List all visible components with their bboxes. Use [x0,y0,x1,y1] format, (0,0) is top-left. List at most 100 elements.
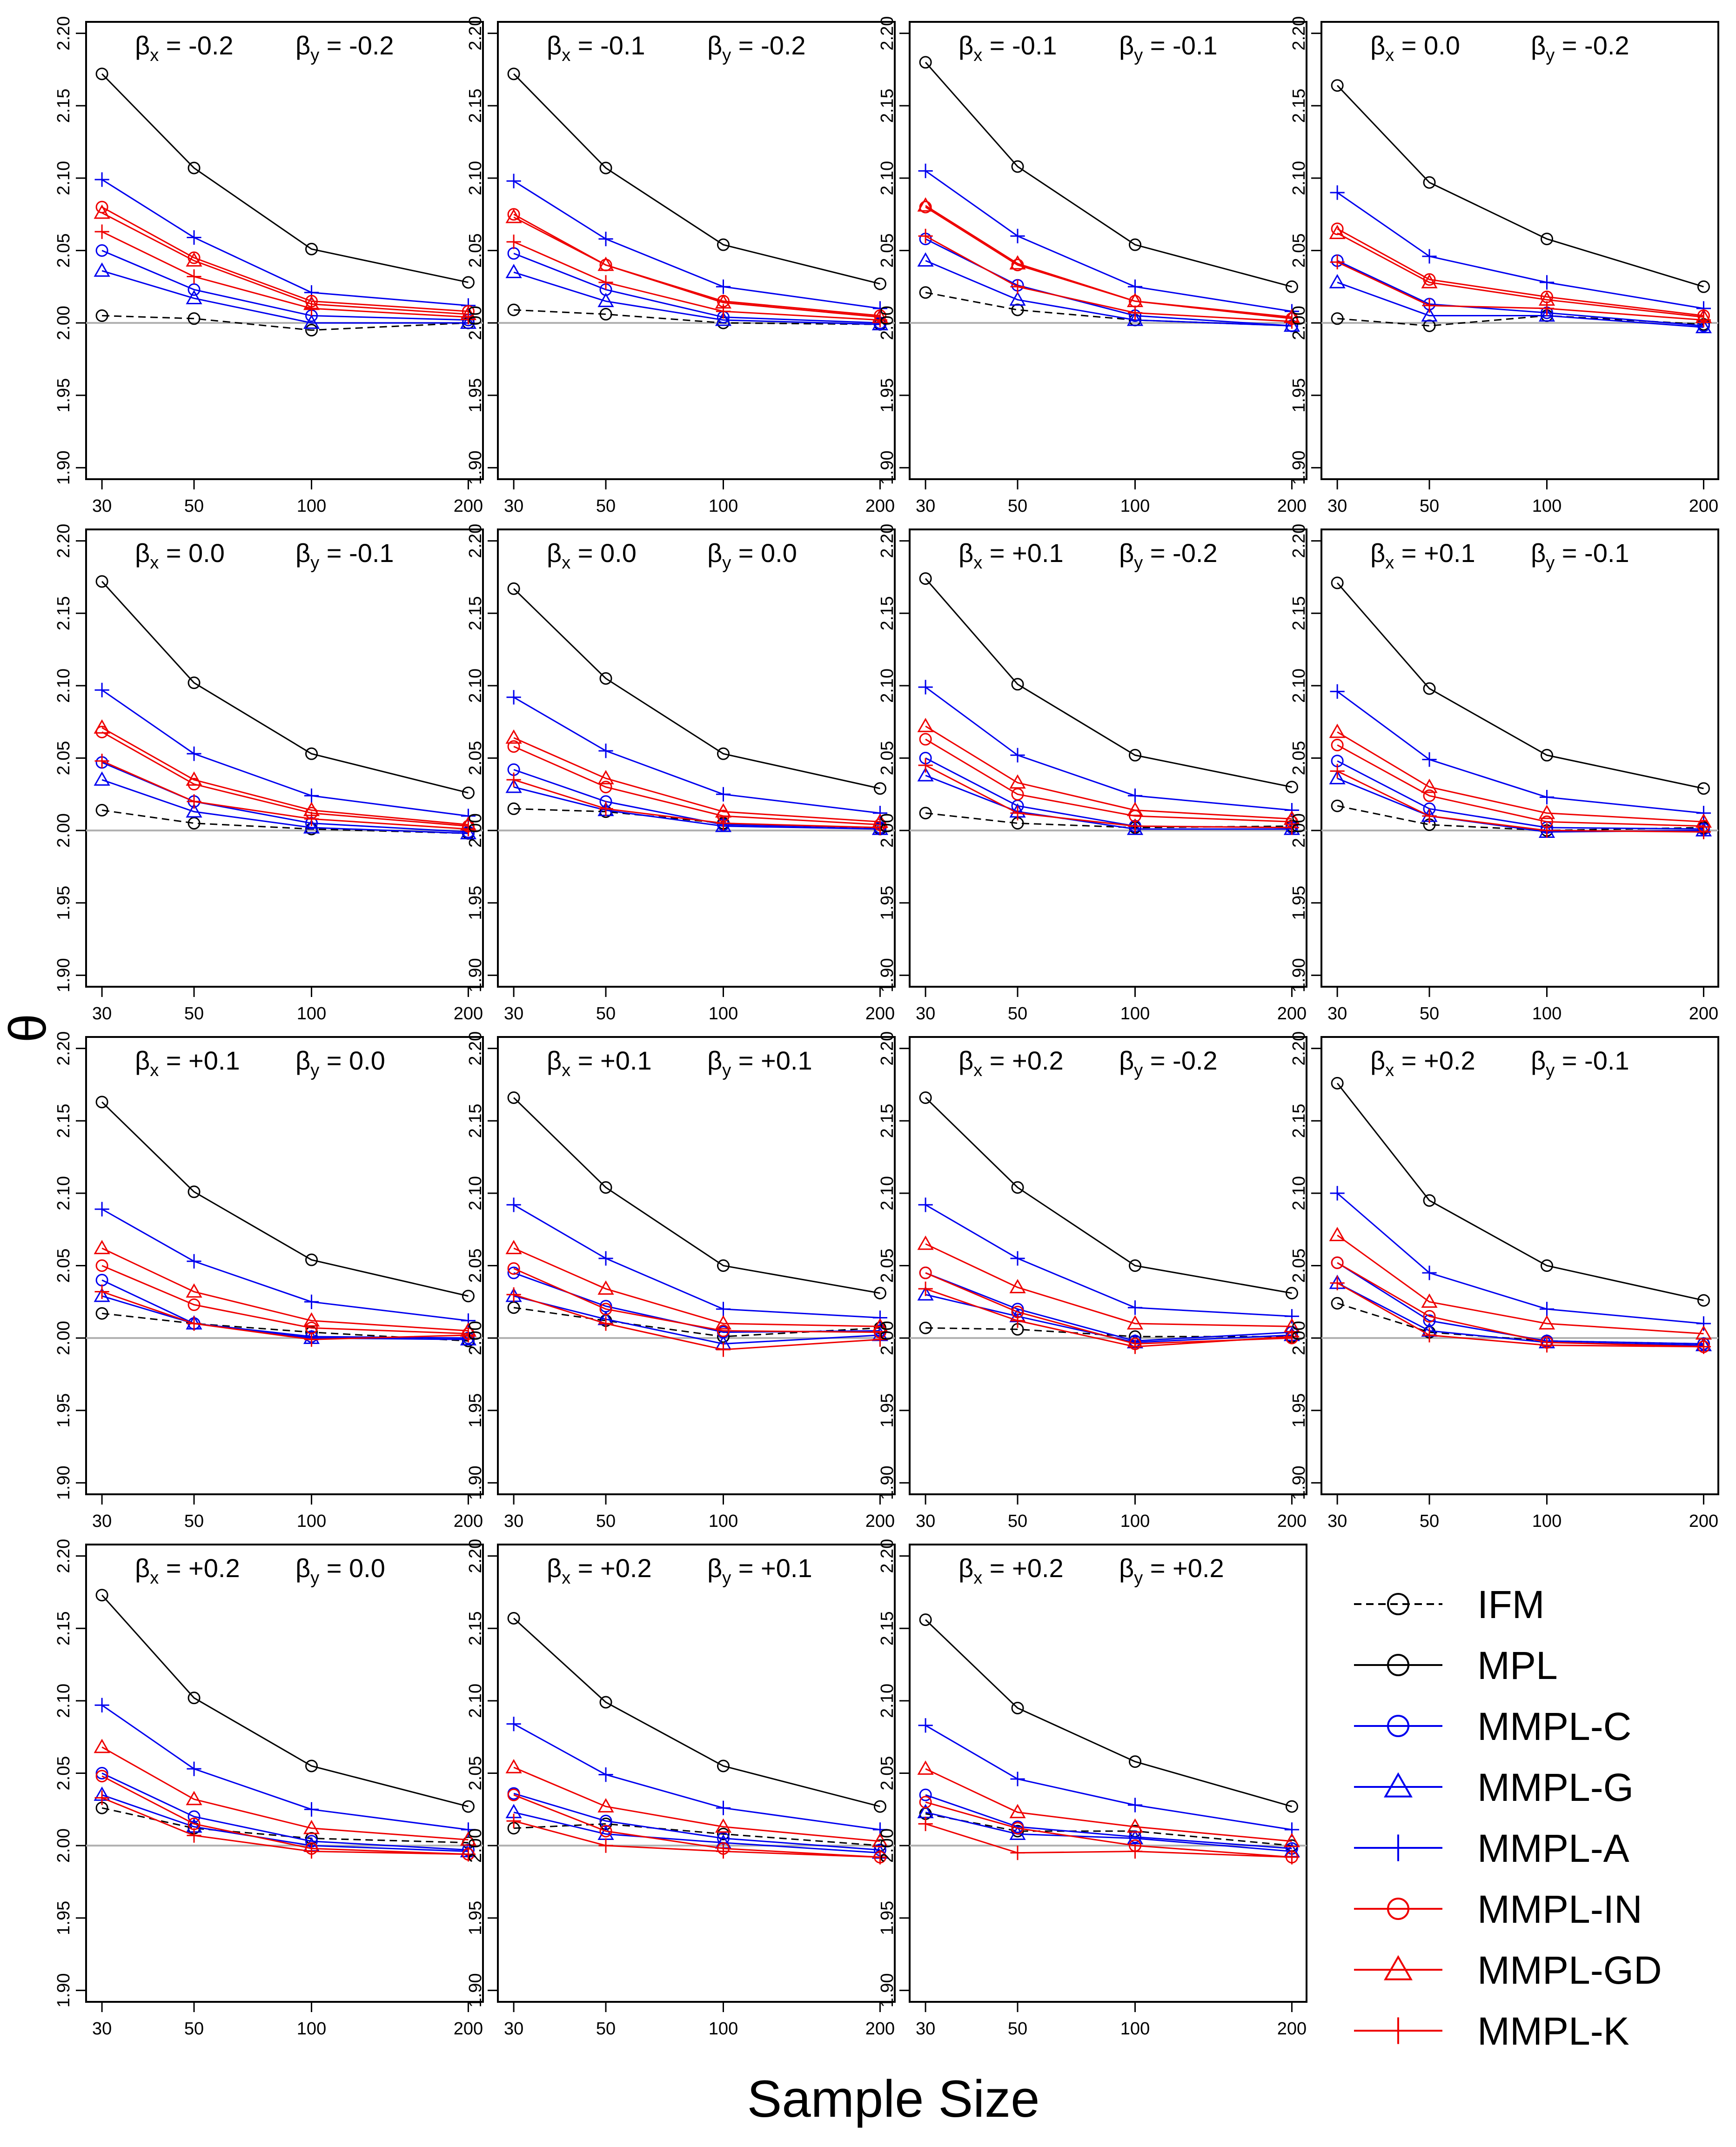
beta-y-value: = -0.2 [1143,538,1217,568]
legend-marker [1387,1593,1409,1615]
data-point [1129,1259,1142,1272]
data-point [717,747,730,760]
series-line [513,1097,880,1294]
y-tick-label: 2.15 [466,596,485,630]
x-tick-label: 200 [1689,1512,1718,1531]
y-tick-label: 2.10 [54,1684,74,1718]
x-tick-label: 100 [709,2019,738,2039]
series-line [514,309,880,325]
data-point [94,1284,109,1299]
data-point [505,1759,522,1773]
data-point [1330,763,1345,779]
series-line [101,206,469,312]
data-point [186,1791,202,1806]
data-point [1284,314,1300,329]
beta-y-sub: y [722,46,731,65]
series-line [101,250,469,321]
data-point [460,1831,477,1846]
panel-title: βx = +0.2 βy = +0.1 [547,1553,812,1588]
data-point [716,1844,731,1859]
data-point [717,238,730,251]
series-line [513,1766,880,1842]
legend-label: MMPL-GD [1477,1948,1662,1992]
beta-x-value: = +0.2 [1394,1046,1475,1075]
beta-y-sub: y [310,1061,319,1080]
data-point [918,1718,933,1733]
y-tick-label: 1.90 [1289,450,1309,485]
series-line [513,786,880,830]
beta-y-sub: y [1134,46,1143,65]
legend-label: MPL [1477,1644,1558,1687]
series-mmpl-g [1329,274,1712,334]
panel-title: βx = +0.2 βy = +0.2 [958,1553,1224,1588]
beta-x-value: = 0.0 [570,538,637,568]
series-line [101,212,469,315]
data-point [1539,275,1555,290]
y-tick-label: 1.90 [878,1465,897,1500]
series-line [925,1327,1292,1338]
series-line [101,1101,469,1297]
y-tick-label: 2.05 [54,1756,74,1791]
series-line [1337,232,1704,318]
data-point [871,1318,889,1332]
series-line [513,1204,880,1319]
beta-x-value: = -0.2 [159,31,233,60]
x-tick-label: 200 [1689,496,1718,516]
panel-title: βx = 0.0 βy = 0.0 [547,538,797,573]
series-mmpl-a [506,690,888,821]
x-tick-label: 200 [454,2019,483,2039]
data-point [1541,233,1554,246]
x-tick-label: 30 [1327,496,1347,516]
series-mmpl-a [506,174,888,316]
beta-y-sub: y [722,553,731,573]
y-tick-label: 1.90 [466,1973,485,2007]
data-point [716,1800,731,1815]
beta-x-value: = +0.1 [570,1046,651,1075]
x-tick-label: 100 [297,1512,326,1531]
beta-y-value: = -0.2 [1143,1046,1217,1075]
beta-y-sub: y [1546,1061,1555,1080]
data-point [918,758,933,773]
series-line [513,1247,880,1327]
data-point [1284,820,1300,835]
x-tick-label: 50 [184,2019,204,2039]
data-point [94,1698,109,1712]
y-tick-label: 2.20 [466,16,485,51]
panel-title: βx = -0.1 βy = -0.2 [547,31,806,65]
y-tick-label: 1.90 [466,1465,485,1500]
series-mmpl-g [94,771,477,840]
beta-x-sub: x [973,1061,982,1080]
data-point [188,1185,201,1198]
data-point [919,1091,932,1104]
series-line [513,253,880,324]
data-point [1539,789,1555,805]
beta-y-sub: y [1134,1061,1143,1080]
data-point [919,1613,932,1626]
data-point [186,290,202,304]
data-point [1331,576,1344,589]
series-line [513,746,880,826]
beta-y-symbol: β [295,31,310,60]
data-point [717,1324,730,1338]
series-line [513,1294,880,1351]
series-mpl [1331,1077,1710,1307]
data-point [1284,803,1300,818]
y-tick-label: 1.95 [878,1393,897,1428]
legend-item: MMPL-A [1354,1826,1629,1870]
series-mmpl-a [94,1698,476,1837]
data-point [917,252,934,267]
beta-x-value: = -0.1 [570,31,645,60]
legend-label: MMPL-K [1477,2009,1629,2053]
data-point [1695,319,1712,334]
series-mmpl-k [918,758,1300,835]
series-mmpl-g [94,262,477,329]
data-point [1330,185,1345,200]
series-mmpl-k [1330,1276,1711,1354]
data-point [1127,1339,1143,1354]
y-tick-label: 2.15 [54,596,74,630]
beta-y-symbol: β [1531,31,1546,60]
x-tick-label: 50 [1420,496,1439,516]
